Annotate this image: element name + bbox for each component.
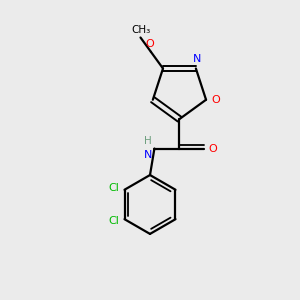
Text: Cl: Cl xyxy=(108,183,119,193)
Text: N: N xyxy=(144,150,152,160)
Text: O: O xyxy=(208,143,217,154)
Text: O: O xyxy=(211,95,220,105)
Text: CH₃: CH₃ xyxy=(131,25,150,34)
Text: Cl: Cl xyxy=(108,216,119,226)
Text: N: N xyxy=(193,54,202,64)
Text: H: H xyxy=(144,136,152,146)
Text: O: O xyxy=(145,39,154,49)
